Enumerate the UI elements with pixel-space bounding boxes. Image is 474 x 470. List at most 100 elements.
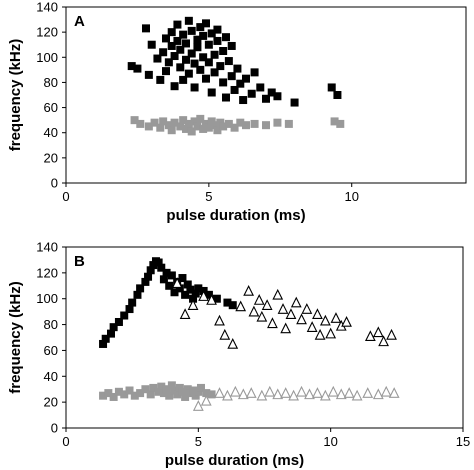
y-tick-label: 0 (51, 421, 58, 436)
data-point-square (250, 119, 259, 128)
data-point-square (167, 381, 176, 390)
data-point-square (144, 272, 153, 281)
data-point-triangle (272, 388, 284, 400)
panel-label: B (74, 253, 85, 270)
data-point-triangle (280, 322, 292, 334)
data-point-square (233, 64, 242, 73)
data-point-square (213, 126, 222, 135)
data-point-square (224, 57, 233, 66)
data-point-triangle (386, 328, 397, 340)
data-point-triangle (277, 303, 289, 314)
data-point-square (262, 121, 270, 130)
data-point-square (125, 305, 134, 314)
x-tick-label: 0 (62, 434, 69, 449)
data-point-triangle (248, 305, 260, 317)
data-point-square (99, 391, 108, 400)
data-point-square (242, 121, 250, 130)
data-point-square (236, 118, 245, 127)
data-point-square (216, 62, 225, 71)
data-point-square (167, 271, 176, 280)
data-point-triangle (187, 299, 199, 310)
data-point-square (204, 290, 213, 299)
y-tick-label: 60 (44, 343, 58, 358)
data-point-triangle (378, 335, 389, 347)
data-point-triangle (192, 400, 204, 411)
data-point-square (202, 74, 210, 83)
data-point-triangle (312, 308, 323, 320)
data-point-square (133, 64, 142, 73)
data-point-square (190, 117, 199, 126)
x-tick-label: 5 (195, 434, 202, 449)
data-point-square (223, 298, 232, 307)
data-point-square (219, 47, 228, 55)
data-point-square (193, 43, 202, 52)
data-point-triangle (272, 288, 284, 300)
data-point-square (167, 41, 176, 50)
data-point-triangle (200, 394, 212, 406)
data-point-triangle (235, 300, 247, 312)
data-point-square (183, 280, 192, 289)
data-point-triangle (304, 388, 315, 400)
data-point-square (333, 91, 342, 99)
data-point-triangle (362, 387, 374, 398)
data-point-square (173, 36, 182, 45)
plot-frame (65, 246, 464, 429)
data-point-square (147, 40, 156, 49)
y-tick-label: 80 (44, 317, 58, 332)
data-point-square (156, 75, 165, 84)
data-point-square (210, 121, 219, 130)
y-axis-title: frequency (kHz) (7, 39, 24, 152)
data-point-square (146, 266, 155, 275)
data-point-square (213, 25, 222, 34)
data-point-square (127, 62, 136, 71)
data-point-triangle (245, 387, 257, 398)
data-point-square (146, 390, 155, 399)
data-point-square (162, 67, 170, 76)
y-tick-label: 0 (51, 176, 58, 191)
panel-b: 0 20 40 60 80 100 120 140 0 5 10 15 pulse duration (… (7, 240, 470, 470)
data-point-triangle (229, 385, 241, 397)
data-point-square (130, 391, 139, 400)
data-point-square (162, 385, 171, 394)
data-point-triangle (335, 388, 347, 400)
data-point-square (207, 390, 216, 399)
data-point-triangle (219, 328, 231, 340)
data-point-triangle (243, 284, 255, 296)
data-point-square (167, 126, 176, 135)
data-point-square (327, 83, 336, 92)
data-point-square (165, 391, 174, 400)
data-point-square (199, 124, 208, 133)
data-point-square (136, 389, 145, 398)
y-tick-label: 60 (44, 100, 58, 115)
data-point-square (99, 339, 108, 348)
data-point-square (176, 122, 185, 131)
data-point-square (219, 78, 228, 87)
data-point-square (181, 392, 190, 401)
y-tick-label: 80 (44, 75, 58, 90)
data-point-square (196, 114, 205, 123)
data-point-square (184, 16, 193, 25)
y-tick-label: 100 (36, 50, 58, 65)
x-tick-label: 5 (205, 189, 212, 204)
data-point-square (149, 383, 158, 392)
data-point-square (230, 85, 239, 94)
data-point-square (187, 127, 196, 136)
y-tick-label: 40 (44, 369, 58, 384)
data-point-square (224, 119, 233, 128)
data-point-square (164, 58, 173, 67)
panel-label: A (74, 13, 85, 30)
y-tick-label: 20 (44, 395, 58, 410)
data-point-square (153, 54, 162, 63)
data-point-square (190, 59, 199, 68)
data-point-square (290, 98, 299, 107)
data-point-triangle (261, 299, 273, 310)
data-point-triangle (325, 327, 337, 339)
data-point-triangle (312, 387, 323, 398)
data-point-square (196, 65, 205, 74)
data-point-square (239, 96, 248, 105)
data-point-triangle (388, 387, 400, 398)
data-point-square (222, 93, 230, 102)
data-point-triangle (206, 294, 217, 305)
x-tick-label: 0 (62, 189, 69, 204)
